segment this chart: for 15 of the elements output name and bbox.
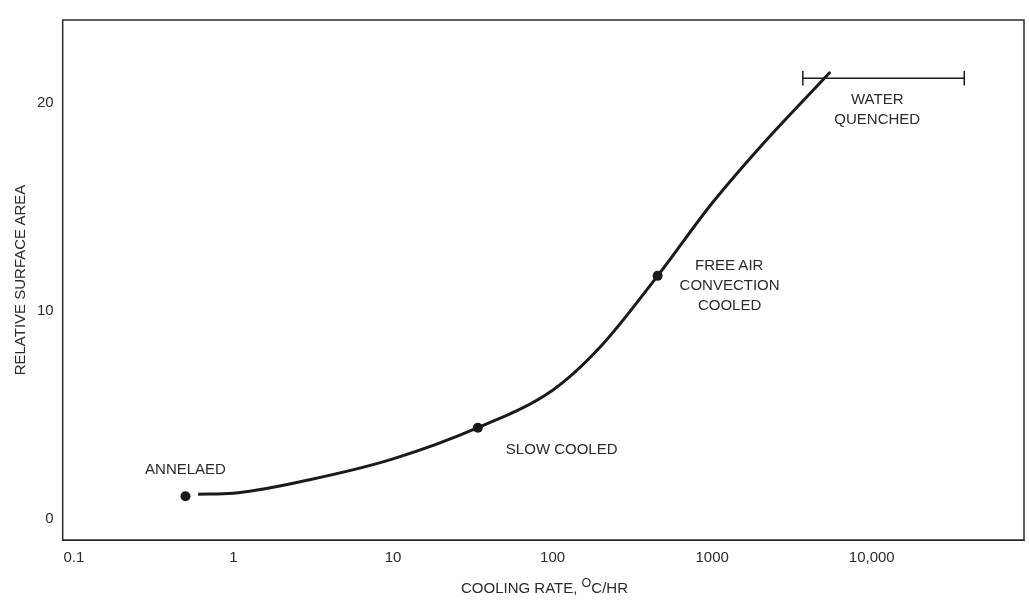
x-tick-label: 1000 [695,548,729,566]
annotation: SLOW COOLED [505,439,618,457]
x-tick-label: 10,000 [848,548,895,566]
y-axis-title: RELATIVE SURFACE AREA [11,184,29,376]
annotation: ANNELAED [145,460,227,478]
x-axis-title: COOLING RATE, $^{O}$C/HR [460,576,629,596]
x-tick-label: 0.1 [63,548,85,566]
annotation: FREE AIR CONVECTION COOLED [679,255,780,313]
annotation: WATER QUENCHED [834,90,921,128]
x-tick-label: 100 [540,548,566,566]
x-tick-label: 1 [229,548,238,566]
x-tick-label: 10 [384,548,402,566]
y-tick-label: 20 [37,93,54,111]
y-tick-label: 10 [37,301,54,319]
y-tick-label: 0 [45,509,54,527]
